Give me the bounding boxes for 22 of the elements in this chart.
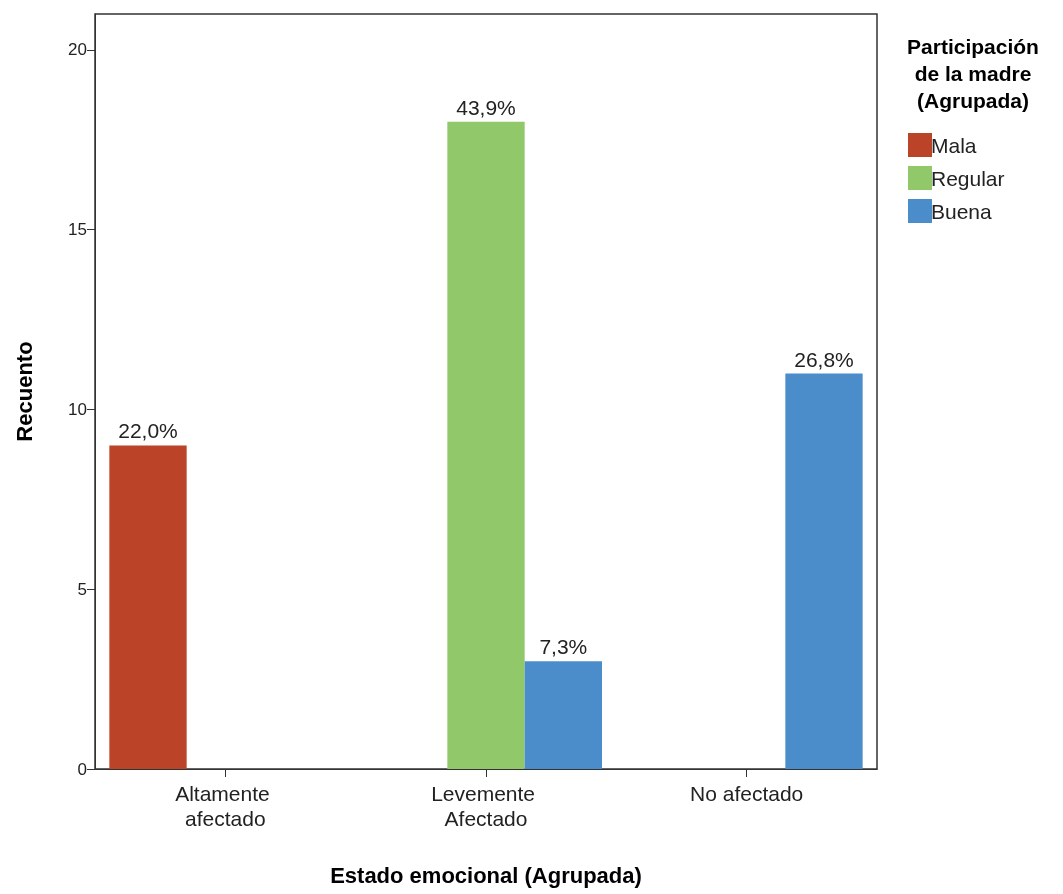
bar xyxy=(447,121,525,769)
y-tick-label: 20 xyxy=(68,40,87,60)
bar xyxy=(109,445,187,769)
y-tick-label: 15 xyxy=(68,220,87,240)
annotation: 26,8% xyxy=(794,347,854,371)
y-tick-label: 0 xyxy=(77,759,87,779)
bar xyxy=(785,373,863,769)
annotation: 22,0% xyxy=(118,419,178,443)
legend-title: Participación de la madre (Agrupada) xyxy=(907,35,1039,112)
x-tick-label: No afectado xyxy=(690,782,804,805)
legend-label: Regular xyxy=(931,166,1005,190)
legend-label: Mala xyxy=(931,133,977,157)
y-tick-label: 5 xyxy=(77,579,87,599)
legend-label: Buena xyxy=(931,199,993,223)
x-axis-title: Estado emocional (Agrupada) xyxy=(330,862,642,888)
bar xyxy=(524,661,602,769)
y-axis-title: Recuento xyxy=(11,341,37,442)
x-tick-label: Levemente Afectado xyxy=(431,782,541,830)
y-tick-label: 10 xyxy=(68,399,87,419)
x-tick-label: Altamente afectado xyxy=(175,782,276,830)
annotation: 7,3% xyxy=(539,635,588,659)
annotation: 43,9% xyxy=(456,95,516,119)
